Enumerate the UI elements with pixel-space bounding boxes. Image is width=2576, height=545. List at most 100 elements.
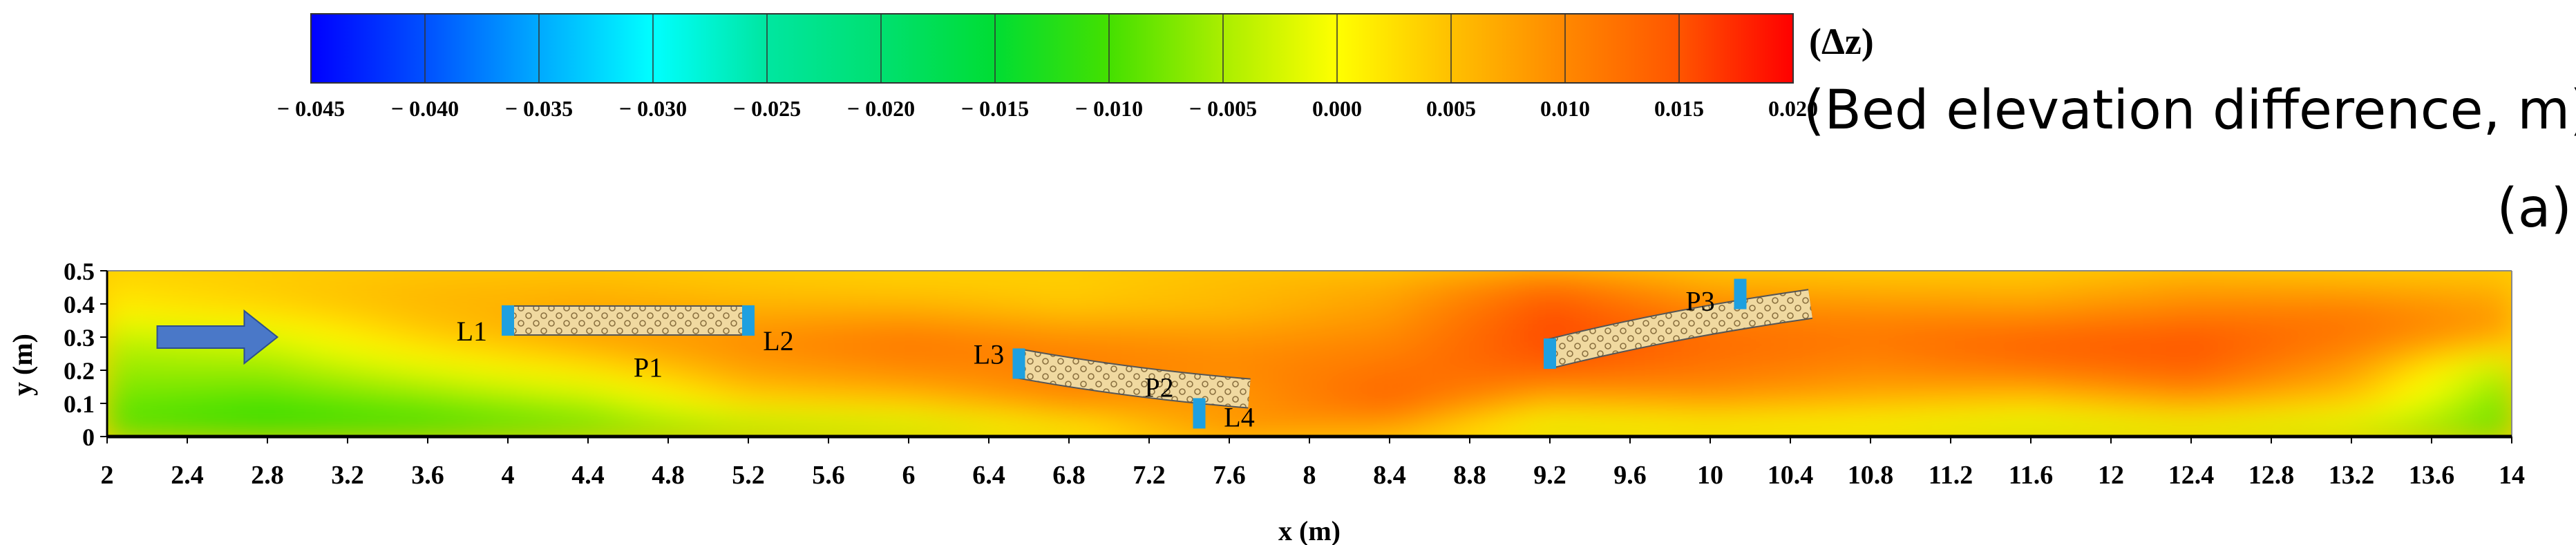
heatmap-cell [2411, 370, 2432, 379]
heatmap-cell [2371, 278, 2392, 288]
heatmap-cell [968, 370, 989, 379]
heatmap-cell [1990, 370, 2011, 379]
heatmap-cell [146, 378, 168, 388]
heatmap-cell [2030, 428, 2052, 437]
heatmap-cell [1549, 419, 1571, 429]
heatmap-cell [287, 428, 308, 437]
heatmap-cell [848, 386, 869, 396]
heatmap-cell [1349, 287, 1370, 296]
heatmap-cell [768, 295, 789, 305]
heatmap-cell [1689, 278, 1711, 288]
heatmap-cell [1689, 419, 1711, 429]
heatmap-cell [1970, 386, 1991, 396]
heatmap-cell [2391, 295, 2412, 305]
heatmap-cell [1950, 386, 1971, 396]
heatmap-cell [748, 287, 769, 296]
heatmap-cell [1008, 386, 1030, 396]
heatmap-cell [1529, 419, 1551, 429]
heatmap-cell [1509, 312, 1531, 321]
heatmap-cell [307, 353, 328, 363]
heatmap-cell [227, 353, 248, 363]
heatmap-cell [1910, 345, 1931, 354]
heatmap-cell [2471, 271, 2492, 280]
heatmap-cell [1068, 394, 1090, 404]
heatmap-cell [1990, 403, 2011, 412]
heatmap-cell [487, 295, 509, 305]
heatmap-cell [2210, 345, 2232, 354]
heatmap-cell [107, 345, 128, 354]
heatmap-cell [247, 411, 268, 421]
heatmap-cell [868, 328, 889, 338]
heatmap-cell [1008, 403, 1030, 412]
heatmap-cell [587, 361, 609, 371]
heatmap-cell [2471, 328, 2492, 338]
x-tick-label: 12 [2098, 461, 2124, 490]
heatmap-cell [1770, 271, 1791, 280]
heatmap-cell [2010, 287, 2032, 296]
heatmap-cell [407, 370, 428, 379]
heatmap-cell [788, 303, 809, 313]
heatmap-cell [1088, 295, 1110, 305]
heatmap-cell [1910, 411, 1931, 421]
heatmap-cell [2431, 278, 2452, 288]
heatmap-cell [1209, 271, 1230, 280]
heatmap-cell [1549, 394, 1571, 404]
heatmap-cell [2291, 345, 2312, 354]
heatmap-cell [1329, 411, 1350, 421]
heatmap-cell [1309, 411, 1330, 421]
heatmap-cell [1389, 353, 1410, 363]
heatmap-cell [2251, 419, 2272, 429]
heatmap-cell [2010, 336, 2032, 346]
heatmap-cell [287, 419, 308, 429]
heatmap-cell [587, 271, 609, 280]
heatmap-cell [207, 271, 228, 280]
heatmap-cell [367, 370, 388, 379]
heatmap-cell [2251, 370, 2272, 379]
heatmap-cell [1309, 394, 1330, 404]
heatmap-cell [1830, 320, 1851, 329]
x-tick-label: 7.2 [1133, 461, 1166, 490]
heatmap-cell [1970, 295, 1991, 305]
heatmap-cell [1349, 278, 1370, 288]
heatmap-cell [207, 361, 228, 371]
heatmap-cell [1810, 386, 1831, 396]
heatmap-cell [1910, 386, 1931, 396]
heatmap-cell [1950, 271, 1971, 280]
heatmap-cell [1549, 312, 1571, 321]
heatmap-cell [1168, 303, 1190, 313]
heatmap-cell [1629, 361, 1651, 371]
heatmap-cell [1469, 394, 1490, 404]
heatmap-cell [387, 428, 408, 437]
heatmap-cell [2411, 378, 2432, 388]
heatmap-cell [1449, 370, 1470, 379]
heatmap-cell [2030, 320, 2052, 329]
heatmap-cell [968, 353, 989, 363]
heatmap-cell [2331, 287, 2352, 296]
heatmap-cell [1108, 303, 1130, 313]
heatmap-cell [427, 428, 448, 437]
heatmap-cell [1188, 345, 1210, 354]
heatmap-cell [567, 287, 589, 296]
heatmap-cell [1108, 411, 1130, 421]
heatmap-cell [1148, 287, 1170, 296]
heatmap-cell [828, 320, 849, 329]
heatmap-cell [1830, 428, 1851, 437]
heatmap-cell [2311, 345, 2332, 354]
heatmap-cell [1990, 295, 2011, 305]
heatmap-cell [2271, 278, 2292, 288]
heatmap-cell [2451, 320, 2472, 329]
heatmap-cell [146, 361, 168, 371]
heatmap-cell [1369, 295, 1390, 305]
heatmap-cell [1028, 278, 1050, 288]
heatmap-cell [2150, 428, 2172, 437]
heatmap-cell [1148, 271, 1170, 280]
heatmap-cell [908, 271, 929, 280]
heatmap-cell [788, 320, 809, 329]
heatmap-cell [407, 328, 428, 338]
heatmap-cell [828, 370, 849, 379]
heatmap-cell [948, 403, 969, 412]
heatmap-cell [1008, 312, 1030, 321]
heatmap-cell [2090, 419, 2112, 429]
heatmap-cell [1469, 320, 1490, 329]
heatmap-cell [2130, 428, 2152, 437]
